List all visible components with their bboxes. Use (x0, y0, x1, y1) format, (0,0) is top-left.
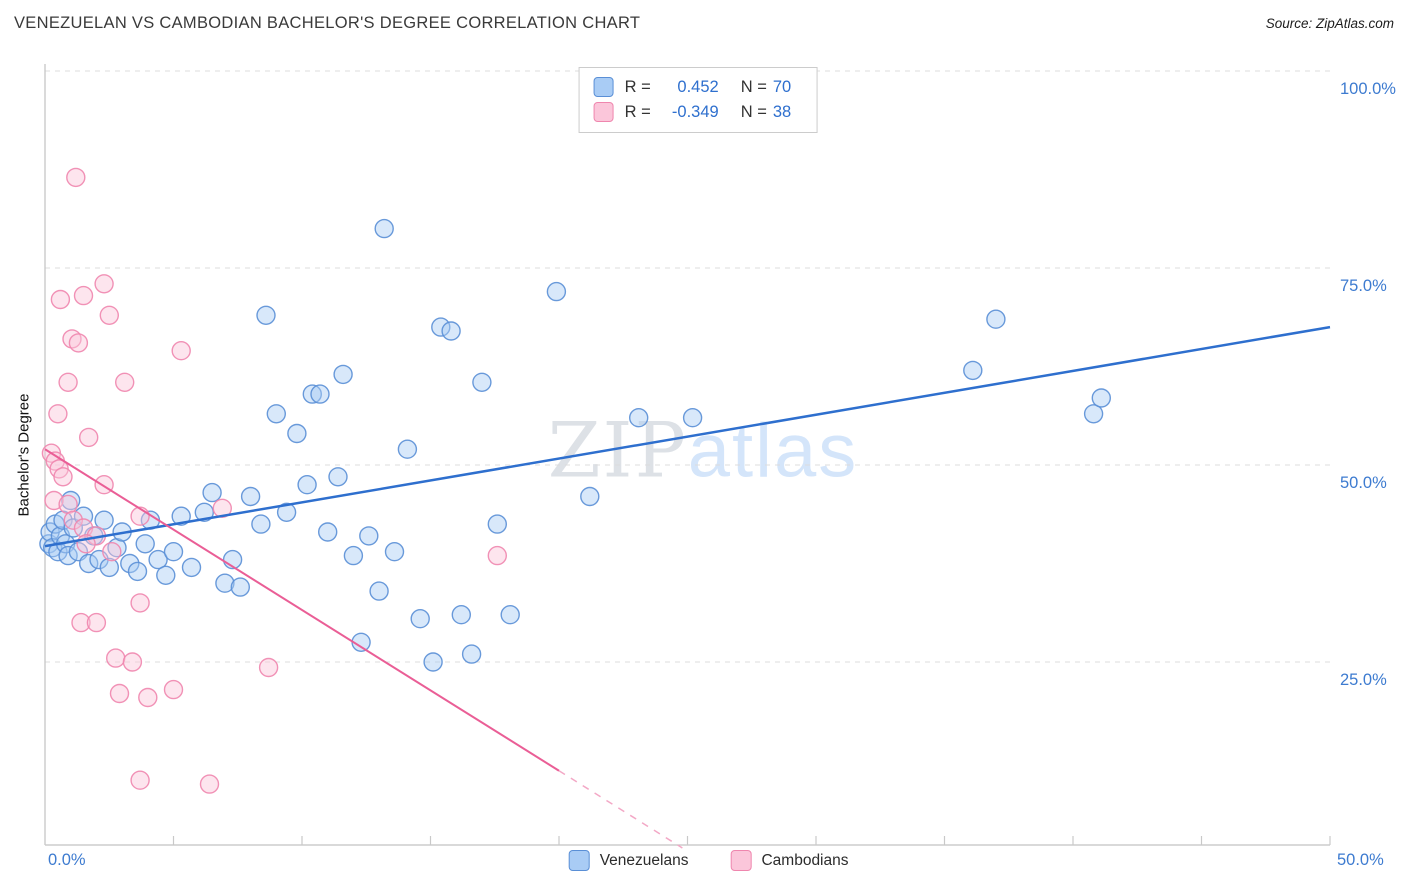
legend-label-cambodians: Cambodians (761, 851, 849, 869)
x-axis-min-label: 0.0% (48, 851, 86, 869)
correlation-stats-box: R = 0.452 N = 70 R = -0.349 N = 38 (578, 67, 818, 133)
y-axis-title: Bachelor's Degree (15, 393, 33, 517)
n-value: 38 (772, 102, 792, 121)
svg-text:100.0%: 100.0% (1340, 80, 1396, 98)
r-value: -0.349 (671, 102, 719, 121)
n-value: 70 (772, 77, 792, 96)
legend-item-cambodians: Cambodians (730, 850, 849, 871)
svg-text:50.0%: 50.0% (1340, 474, 1387, 492)
legend-label-venezuelans: Venezuelans (599, 851, 689, 869)
r-label: R = (624, 77, 651, 96)
venezuelans-swatch-icon (593, 77, 614, 97)
watermark-zip: ZIP (547, 405, 688, 495)
n-label: N = (740, 77, 767, 96)
svg-text:75.0%: 75.0% (1340, 277, 1387, 295)
r-value: 0.452 (677, 77, 719, 96)
r-label: R = (624, 102, 651, 121)
svg-text:25.0%: 25.0% (1340, 671, 1387, 689)
legend-item-venezuelans: Venezuelans (568, 850, 689, 871)
page-title: VENEZUELAN VS CAMBODIAN BACHELOR'S DEGRE… (14, 14, 641, 32)
chart-legend: Venezuelans Cambodians (568, 850, 849, 871)
n-label: N = (740, 102, 767, 121)
x-axis-max-label: 50.0% (1337, 851, 1384, 869)
source-credit: Source: ZipAtlas.com (1265, 16, 1394, 31)
venezuelans-legend-swatch-icon (568, 850, 590, 871)
cambodians-legend-swatch-icon (730, 850, 752, 871)
watermark: ZIPatlas (548, 406, 859, 495)
cambodians-swatch-icon (593, 102, 614, 122)
stats-row-venezuelans: R = 0.452 N = 70 (593, 77, 801, 97)
stats-row-cambodians: R = -0.349 N = 38 (593, 102, 801, 122)
